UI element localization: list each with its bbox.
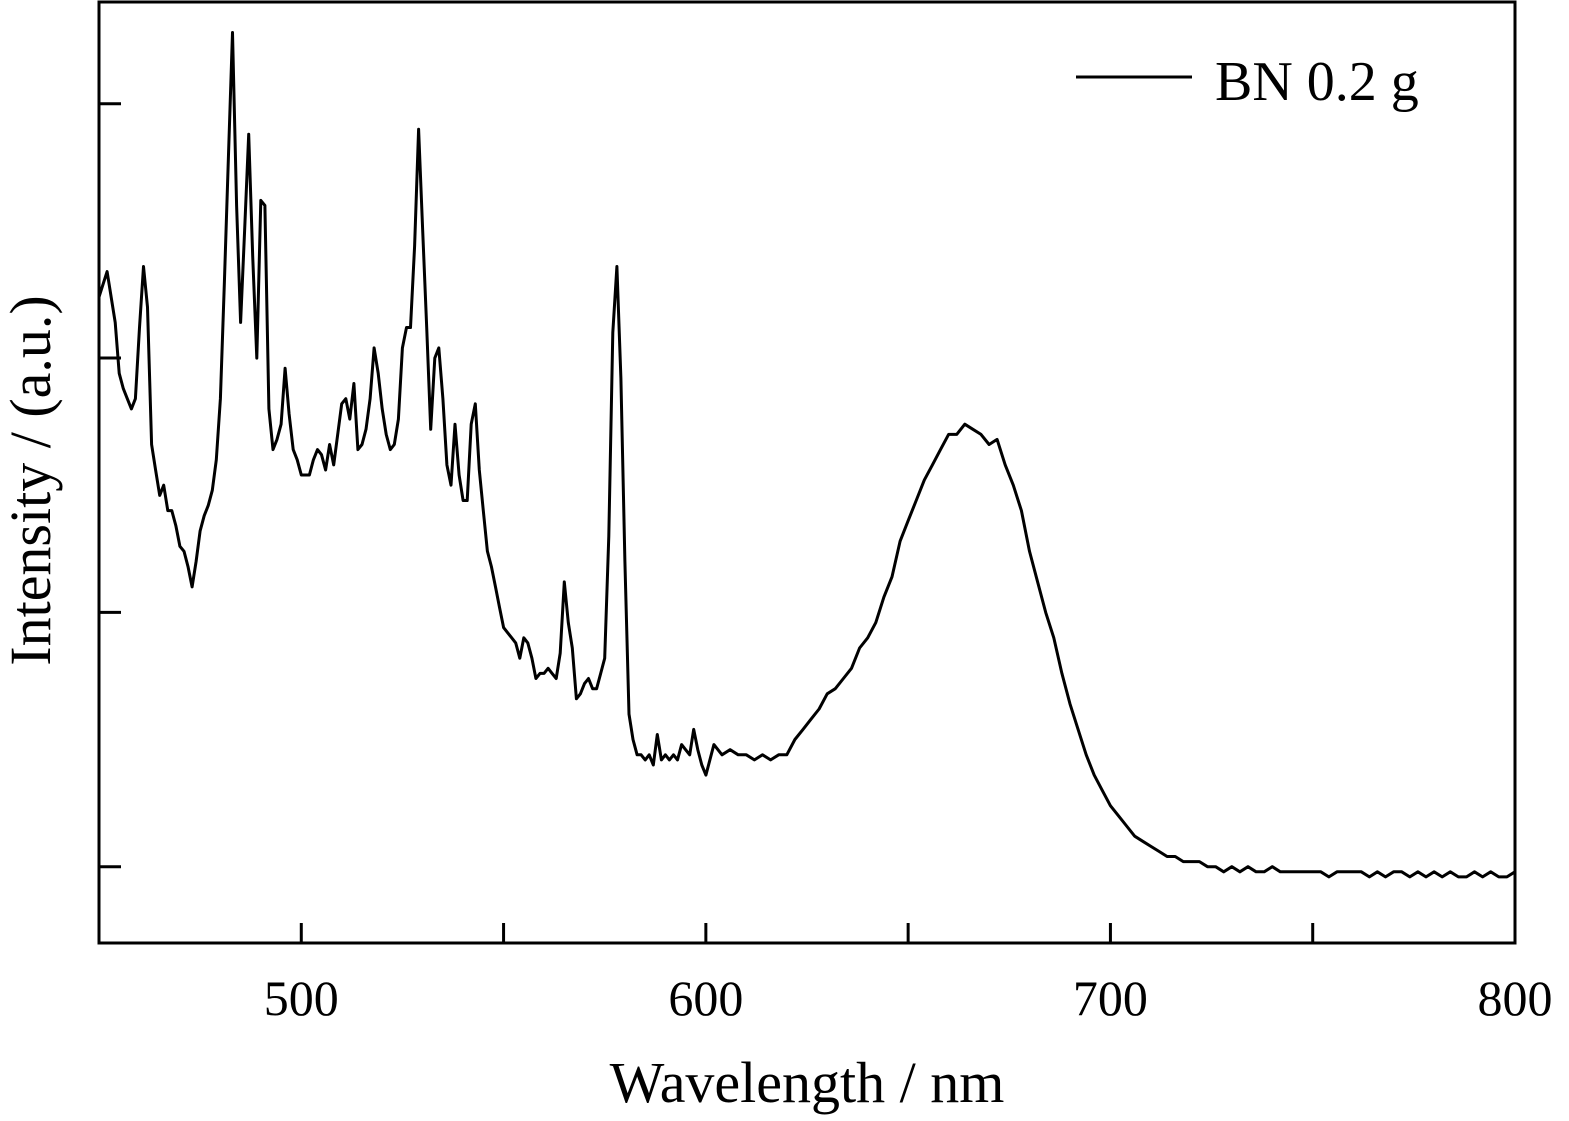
series-layer xyxy=(97,31,1516,879)
series-line xyxy=(97,31,1516,879)
axis-ticks xyxy=(99,102,1315,943)
x-tick-labels: 500 600 700 800 xyxy=(264,970,1553,1026)
x-tick-label: 600 xyxy=(668,970,743,1026)
y-axis-title: Intensity / (a.u.) xyxy=(0,295,63,665)
plot-frame xyxy=(97,0,1517,945)
legend-label: BN 0.2 g xyxy=(1215,51,1419,113)
x-tick-label: 500 xyxy=(264,970,339,1026)
legend: BN 0.2 g xyxy=(1076,51,1419,113)
x-axis-title: Wavelength / nm xyxy=(610,1050,1005,1115)
x-tick-label: 800 xyxy=(1478,970,1553,1026)
x-tick-label: 700 xyxy=(1073,970,1148,1026)
